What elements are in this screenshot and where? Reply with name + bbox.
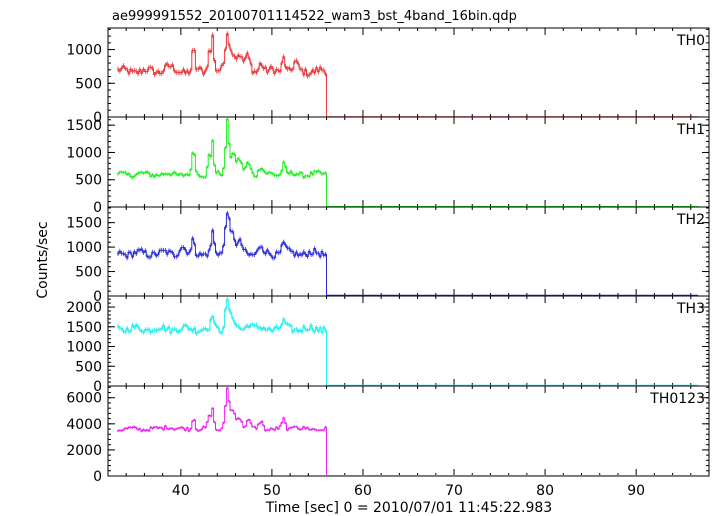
y-tick-label: 1500 <box>66 118 102 134</box>
y-tick-label: 6000 <box>66 391 102 407</box>
x-tick-label: 60 <box>354 483 372 499</box>
y-tick-label: 500 <box>75 76 102 92</box>
panel-th0: 0 500 1000 TH0 <box>66 27 710 126</box>
y-tick-label: 0 <box>93 289 102 305</box>
y-tick-label: 1000 <box>66 340 102 356</box>
error-bars-th1 <box>117 117 327 180</box>
y-tick-label: 0 <box>93 110 102 126</box>
error-bars-th0123 <box>117 386 327 433</box>
y-tick-label: 4000 <box>66 417 102 433</box>
error-bars-th2 <box>117 210 327 261</box>
x-tick-label: 70 <box>445 483 463 499</box>
panel-label: TH1 <box>676 122 705 138</box>
x-tick-label: 90 <box>627 483 645 499</box>
y-tick-label: 1500 <box>66 320 102 336</box>
y-tick-label: 1000 <box>66 145 102 161</box>
y-tick-label: 0 <box>93 200 102 216</box>
error-bars-th3 <box>117 296 327 336</box>
y-tick-label: 1000 <box>66 240 102 256</box>
series-line-th0123 <box>117 387 699 476</box>
y-tick-label: 500 <box>75 359 102 375</box>
y-tick-label: 500 <box>75 173 102 189</box>
panel-th1: 0 500 1000 1500 TH1 <box>66 116 710 216</box>
y-tick-label: 1000 <box>66 43 102 59</box>
series-line-th3 <box>117 298 699 386</box>
y-tick-label: 0 <box>93 379 102 395</box>
panel-th0123: 0 2000 4000 6000 TH0123 <box>66 385 710 485</box>
panel-frame <box>107 206 710 297</box>
panel-th3: 0 500 1000 1500 2000 TH3 <box>66 295 710 395</box>
panel-label: TH2 <box>676 212 705 228</box>
x-axis-label: Time [sec] 0 = 2010/07/01 11:45:22.983 <box>265 500 552 516</box>
panel-label: TH0 <box>676 33 705 49</box>
panel-th2: 0 500 1000 1500 TH2 <box>66 206 710 305</box>
y-tick-label: 500 <box>75 265 102 281</box>
panel-frame <box>107 27 710 118</box>
y-tick-label: 2000 <box>66 443 102 459</box>
chart-title: ae999991552_20100701114522_wam3_bst_4ban… <box>112 9 517 24</box>
panel-label: TH0123 <box>649 391 705 407</box>
y-tick-label: 2000 <box>66 300 102 316</box>
y-tick-label: 1500 <box>66 216 102 232</box>
y-axis-label: Counts/sec <box>35 221 51 298</box>
panel-label: TH3 <box>676 301 705 317</box>
series-line-th2 <box>117 212 699 296</box>
x-tick-label: 50 <box>263 483 281 499</box>
x-tick-labels: 40 50 60 70 80 90 <box>172 483 645 499</box>
series-line-th1 <box>117 118 699 207</box>
series-line-th0 <box>117 33 699 118</box>
panels-group: 0 500 1000 TH0 0 500 1000 1500 TH1 0 500 1000 1500 TH… <box>66 27 710 485</box>
error-bars-th0 <box>117 31 327 79</box>
x-tick-label: 40 <box>172 483 190 499</box>
x-tick-label: 80 <box>536 483 554 499</box>
y-tick-label: 0 <box>93 469 102 485</box>
panel-frame <box>107 295 710 387</box>
panel-frame <box>107 116 710 208</box>
